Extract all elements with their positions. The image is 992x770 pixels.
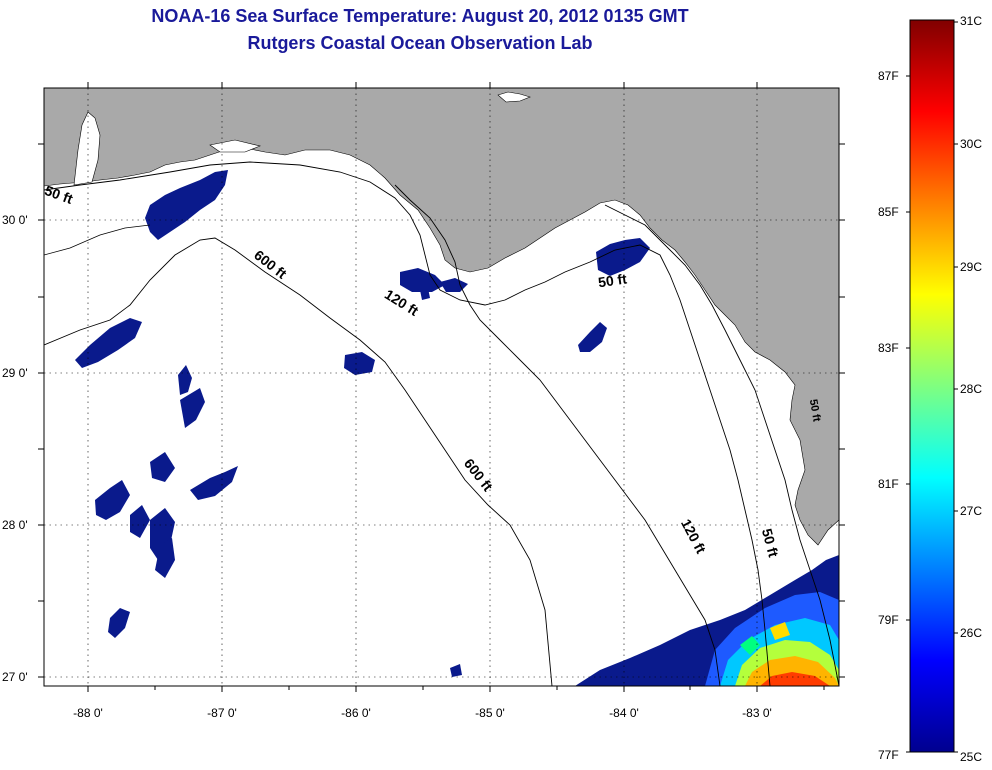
colorbar-celsius-label: 30C	[960, 137, 983, 151]
colorbar-celsius-label: 29C	[960, 260, 983, 274]
tick-marks	[38, 82, 845, 692]
contour-label: 50 ft	[759, 527, 782, 559]
lat-label: 27 0'	[2, 670, 28, 684]
map-subtitle: Rutgers Coastal Ocean Observation Lab	[247, 33, 593, 53]
colorbar-fahrenheit-label: 85F	[878, 205, 899, 219]
colorbar-fahrenheit-label: 79F	[878, 613, 899, 627]
warm-water-patch	[705, 592, 839, 686]
colorbar-fahrenheit-label: 77F	[878, 748, 899, 762]
colorbar	[909, 19, 955, 753]
lon-label: -88 0'	[73, 706, 103, 720]
colorbar-celsius-label: 31C	[960, 14, 983, 28]
land-mass	[44, 88, 839, 546]
lon-label: -86 0'	[341, 706, 371, 720]
colorbar-fahrenheit-label: 81F	[878, 477, 899, 491]
map-title: NOAA-16 Sea Surface Temperature: August …	[151, 6, 689, 26]
contour-label: 50 ft	[807, 398, 823, 423]
colorbar-celsius-label: 26C	[960, 626, 983, 640]
bathymetry-contours	[44, 161, 839, 686]
lat-label: 30 0'	[2, 213, 28, 227]
colorbar-fahrenheit-label: 87F	[878, 69, 899, 83]
colorbar-celsius-label: 27C	[960, 504, 983, 518]
map-frame	[43, 87, 840, 687]
lon-label: -85 0'	[475, 706, 505, 720]
mobile-bay	[73, 111, 101, 186]
colorbar-celsius-label: 25C	[960, 750, 983, 764]
colorbar-celsius-label: 28C	[960, 382, 983, 396]
lat-label: 28 0'	[2, 518, 28, 532]
contour-label: 50 ft	[597, 270, 628, 290]
lon-label: -84 0'	[609, 706, 639, 720]
lon-label: -87 0'	[207, 706, 237, 720]
lon-label: -83 0'	[742, 706, 772, 720]
graticule	[44, 88, 839, 686]
lat-label: 29 0'	[2, 366, 28, 380]
colorbar-fahrenheit-label: 83F	[878, 341, 899, 355]
